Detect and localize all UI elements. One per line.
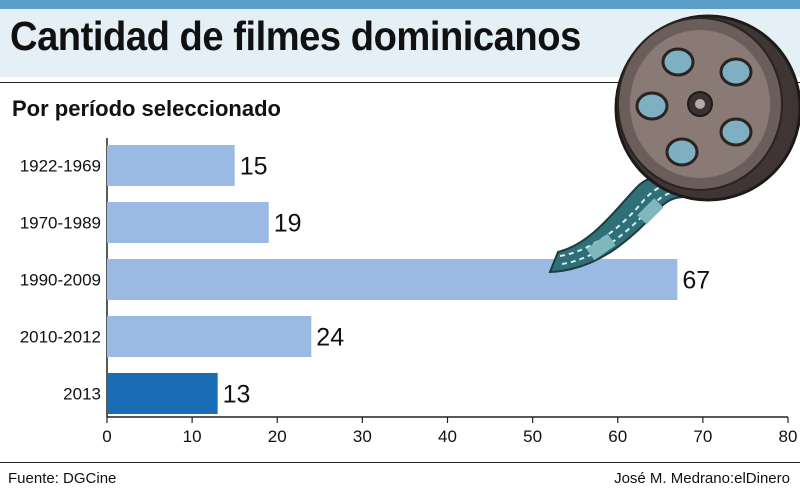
data-label: 13 xyxy=(223,381,251,409)
category-label: 1922-1969 xyxy=(20,157,101,176)
x-tick-label: 50 xyxy=(523,427,542,446)
data-label: 15 xyxy=(240,153,268,181)
source-note: Fuente: DGCine xyxy=(8,470,117,487)
film-reel-icon xyxy=(548,14,800,274)
x-tick-label: 30 xyxy=(353,427,372,446)
bar xyxy=(107,145,235,186)
data-label: 19 xyxy=(274,210,302,238)
category-label: 1990-2009 xyxy=(20,271,101,290)
chart-title: Cantidad de filmes dominicanos xyxy=(10,13,581,59)
top-stripe xyxy=(0,0,800,9)
bar xyxy=(107,316,312,357)
x-tick-label: 80 xyxy=(779,427,798,446)
category-label: 2010-2012 xyxy=(20,328,101,347)
x-tick-label: 40 xyxy=(438,427,457,446)
bar xyxy=(107,373,218,414)
bar-chart: 1922-1969 15 1970-1989 19 1990-2009 67 2010-20… xyxy=(20,138,798,446)
category-label: 1970-1989 xyxy=(20,214,101,233)
x-tick-label: 0 xyxy=(102,427,111,446)
chart-subtitle: Por período seleccionado xyxy=(12,96,281,121)
x-tick-label: 60 xyxy=(608,427,627,446)
reel-icon xyxy=(614,14,800,202)
bar xyxy=(107,202,269,243)
credit-note: José M. Medrano:elDinero xyxy=(614,470,790,487)
data-label: 67 xyxy=(682,267,710,295)
data-label: 24 xyxy=(316,324,344,352)
x-tick-label: 10 xyxy=(183,427,202,446)
x-tick-label: 70 xyxy=(693,427,712,446)
category-label: 2013 xyxy=(63,385,101,404)
footer-rule xyxy=(0,462,800,463)
title-rule xyxy=(0,82,800,83)
x-tick-label: 20 xyxy=(268,427,287,446)
